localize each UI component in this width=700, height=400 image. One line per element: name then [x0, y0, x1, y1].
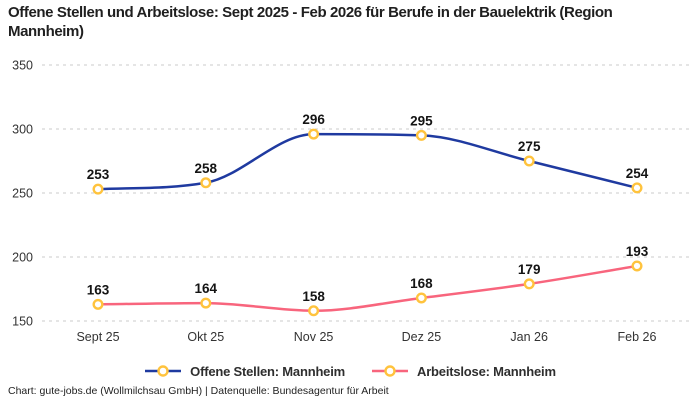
series-line-offene-stellen	[96, 132, 639, 191]
data-point-marker[interactable]	[415, 129, 427, 141]
data-point-label: 193	[626, 244, 649, 259]
data-point-marker[interactable]	[415, 292, 427, 304]
y-tick-label: 250	[12, 187, 33, 201]
data-point-marker[interactable]	[631, 182, 643, 194]
data-point-marker[interactable]	[308, 128, 320, 140]
data-point-label: 296	[302, 112, 325, 127]
data-point-marker[interactable]	[631, 260, 643, 272]
legend-item-arbeitslose[interactable]: Arbeitslose: Mannheim	[371, 364, 556, 379]
data-point-label: 168	[410, 276, 433, 291]
chart-title: Offene Stellen und Arbeitslose: Sept 202…	[8, 4, 613, 40]
series-line-arbeitslose	[96, 264, 639, 313]
line-chart: 150 200 250 300 350 Sept 25 Okt 25 Nov 25 Dez 25…	[12, 59, 690, 344]
data-point-marker[interactable]	[200, 297, 212, 309]
data-point-label: 179	[518, 262, 541, 277]
data-point-marker[interactable]	[523, 155, 535, 167]
data-point-marker[interactable]	[92, 183, 104, 195]
data-point-label: 253	[87, 167, 110, 182]
x-tick-label: Okt 25	[187, 330, 224, 344]
data-point-marker[interactable]	[523, 278, 535, 290]
x-tick-label: Dez 25	[402, 330, 442, 344]
y-tick-label: 200	[12, 251, 33, 265]
data-point-label: 164	[195, 281, 218, 296]
chart-legend: Offene Stellen: Mannheim Arbeitslose: Ma…	[0, 360, 700, 382]
x-tick-label: Sept 25	[76, 330, 119, 344]
line-marker-icon	[145, 365, 182, 377]
data-point-label: 258	[195, 161, 218, 176]
data-point-label: 158	[302, 289, 325, 304]
data-point-label: 163	[87, 282, 110, 297]
chart-footer-attribution: Chart: gute-jobs.de (Wollmilchsau GmbH) …	[8, 385, 389, 397]
data-point-label: 295	[410, 113, 433, 128]
data-point-marker[interactable]	[200, 177, 212, 189]
data-point-marker[interactable]	[308, 305, 320, 317]
x-tick-label: Nov 25	[294, 330, 334, 344]
x-tick-label: Jan 26	[510, 330, 548, 344]
data-point-marker[interactable]	[92, 298, 104, 310]
legend-label-offene-stellen: Offene Stellen: Mannheim	[190, 363, 345, 379]
legend-item-offene-stellen[interactable]: Offene Stellen: Mannheim	[144, 364, 345, 379]
y-tick-label: 150	[12, 315, 33, 329]
data-point-label: 254	[626, 166, 649, 181]
data-point-label: 275	[518, 139, 541, 154]
legend-label-arbeitslose: Arbeitslose: Mannheim	[417, 363, 556, 379]
y-tick-label: 300	[12, 123, 33, 137]
line-marker-icon	[372, 365, 408, 377]
x-tick-label: Feb 26	[618, 330, 657, 344]
y-tick-label: 350	[12, 59, 33, 73]
